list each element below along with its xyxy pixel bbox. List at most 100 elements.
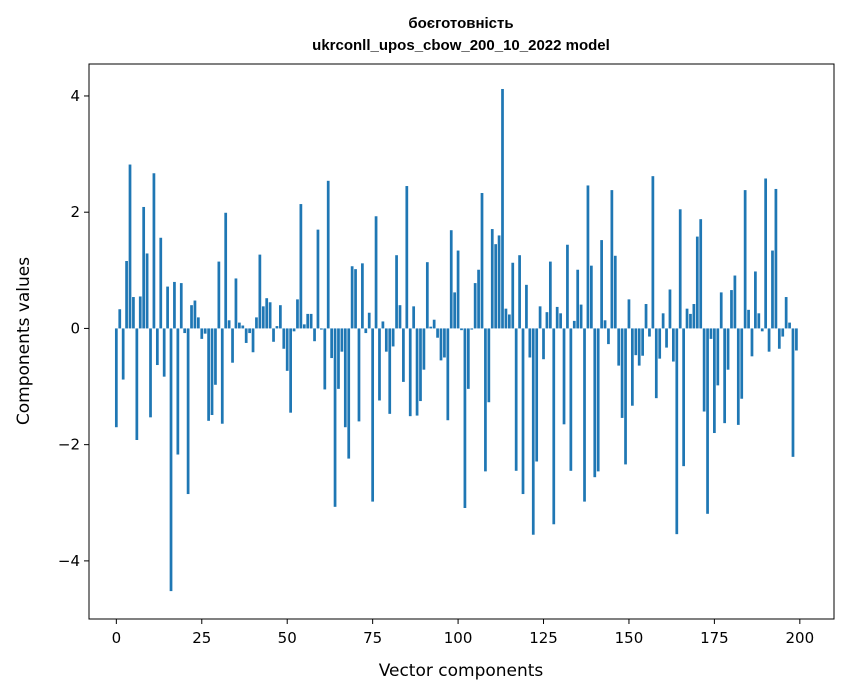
bar-95 xyxy=(439,328,443,361)
bar-75 xyxy=(371,328,375,502)
bar-183 xyxy=(740,328,744,399)
bar-132 xyxy=(566,244,569,329)
y-tick-label: 2 xyxy=(70,203,80,221)
bar-27 xyxy=(207,328,210,421)
bar-198 xyxy=(791,328,795,457)
bar-14 xyxy=(162,328,166,377)
bar-154 xyxy=(641,328,644,356)
x-tick-label: 0 xyxy=(112,629,122,647)
bar-124 xyxy=(538,306,542,329)
bar-80 xyxy=(388,328,392,414)
bar-78 xyxy=(381,321,385,329)
bar-74 xyxy=(367,312,371,329)
bar-23 xyxy=(193,300,197,329)
y-axis: −4 −2 0 2 4 xyxy=(58,87,89,570)
bar-106 xyxy=(477,269,480,329)
bar-64 xyxy=(333,328,337,507)
bar-103 xyxy=(466,328,470,389)
x-axis-label: Vector components xyxy=(379,661,544,681)
bar-12 xyxy=(155,328,159,366)
bar-39 xyxy=(248,328,251,334)
bar-97 xyxy=(446,328,450,421)
bar-133 xyxy=(569,328,573,471)
bar-19 xyxy=(179,283,183,329)
bar-8 xyxy=(142,206,146,329)
bar-181 xyxy=(733,275,737,329)
bar-161 xyxy=(665,328,668,348)
bar-67 xyxy=(343,328,347,428)
bar-63 xyxy=(330,328,333,359)
bar-155 xyxy=(644,304,648,329)
bar-20 xyxy=(183,328,187,334)
bar-99 xyxy=(453,292,457,329)
bar-116 xyxy=(511,262,515,329)
bar-180 xyxy=(730,290,733,329)
bar-84 xyxy=(402,328,405,382)
bar-88 xyxy=(415,328,419,416)
bar-32 xyxy=(224,212,228,329)
y-axis-label: Components values xyxy=(14,257,34,425)
bar-158 xyxy=(654,328,658,399)
bar-108 xyxy=(484,328,487,472)
bar-190 xyxy=(764,178,768,329)
bar-35 xyxy=(234,278,238,329)
bar-120 xyxy=(525,284,528,329)
bar-34 xyxy=(231,328,234,363)
bar-105 xyxy=(473,283,477,329)
bar-4 xyxy=(128,164,132,329)
bar-48 xyxy=(279,305,282,329)
bar-185 xyxy=(747,309,750,329)
bar-131 xyxy=(562,328,566,425)
bar-13 xyxy=(159,237,163,329)
bar-30 xyxy=(217,261,221,329)
bar-189 xyxy=(760,328,764,332)
x-tick-label: 175 xyxy=(700,629,729,647)
bar-137 xyxy=(583,328,586,502)
bar-3 xyxy=(125,261,128,329)
bar-191 xyxy=(767,328,771,352)
bar-169 xyxy=(692,304,696,329)
bar-171 xyxy=(699,219,703,329)
bar-43 xyxy=(261,306,265,329)
bar-188 xyxy=(757,313,761,329)
bar-157 xyxy=(651,176,655,329)
bar-36 xyxy=(238,322,241,329)
bar-119 xyxy=(521,328,525,495)
bar-55 xyxy=(302,324,306,329)
bar-51 xyxy=(289,328,292,413)
bar-179 xyxy=(726,328,730,370)
bar-149 xyxy=(624,328,627,465)
bar-159 xyxy=(658,328,662,359)
bars-group xyxy=(114,88,798,592)
bar-2 xyxy=(121,328,125,380)
bar-125 xyxy=(542,328,545,360)
x-tick-label: 200 xyxy=(786,629,815,647)
bar-76 xyxy=(374,216,378,329)
y-tick-label: −4 xyxy=(58,552,80,570)
bar-113 xyxy=(501,88,504,329)
bar-136 xyxy=(579,304,583,329)
bar-156 xyxy=(648,328,651,337)
bar-193 xyxy=(774,188,778,329)
bar-129 xyxy=(555,306,559,329)
bar-18 xyxy=(176,328,180,455)
bar-62 xyxy=(326,180,330,329)
bar-172 xyxy=(702,328,706,412)
bar-25 xyxy=(200,328,204,339)
bar-59 xyxy=(316,229,320,329)
bar-90 xyxy=(422,328,426,370)
plot-frame xyxy=(88,63,835,620)
x-tick-label: 150 xyxy=(615,629,644,647)
bar-9 xyxy=(145,253,149,329)
bar-11 xyxy=(152,173,156,329)
bar-118 xyxy=(518,255,521,329)
bar-135 xyxy=(576,269,580,329)
bar-54 xyxy=(299,204,303,329)
bar-144 xyxy=(607,328,610,345)
bar-102 xyxy=(463,328,467,508)
bar-150 xyxy=(627,299,631,329)
bar-0 xyxy=(114,328,118,428)
bar-186 xyxy=(750,328,754,357)
bar-196 xyxy=(784,297,788,329)
bar-134 xyxy=(572,320,576,329)
